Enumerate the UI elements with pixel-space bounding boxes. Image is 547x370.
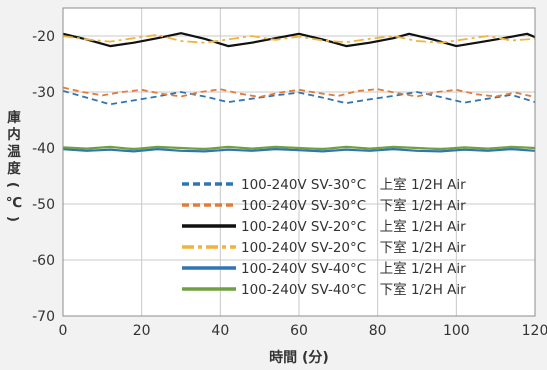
y-tick-label-0: -20 xyxy=(32,29,55,45)
series-line-2 xyxy=(62,32,536,48)
plot-border xyxy=(62,7,536,317)
x-tick-label-0: 0 xyxy=(59,323,68,339)
y-tick-label-4: -60 xyxy=(32,253,55,269)
x-axis-ticks: 0 20 40 60 80 100 120 xyxy=(59,323,547,339)
y-axis-label-char-6: ) xyxy=(5,216,21,222)
legend: 100-240V SV-30°C 上室 1/2H Air 100-240V SV-… xyxy=(182,176,466,298)
x-tick-label-5: 100 xyxy=(443,323,470,339)
x-tick-label-2: 40 xyxy=(211,323,229,339)
series-line-4 xyxy=(62,148,536,153)
x-axis-label: 時間 (分) xyxy=(269,349,329,366)
y-axis-label-char-4: ( xyxy=(5,182,21,188)
y-axis-label-char-5: ℃ xyxy=(6,195,22,211)
y-axis-label-char-1: 内 xyxy=(7,126,21,143)
legend-label-5: 100-240V SV-40°C 下室 1/2H Air xyxy=(241,281,466,298)
legend-label-3: 100-240V SV-20°C 下室 1/2H Air xyxy=(241,239,466,256)
y-tick-label-2: -40 xyxy=(32,141,55,157)
legend-label-2: 100-240V SV-20°C 上室 1/2H Air xyxy=(241,218,466,235)
y-tick-label-1: -30 xyxy=(32,85,55,101)
x-tick-label-1: 20 xyxy=(133,323,151,339)
y-axis-label-char-3: 度 xyxy=(7,160,21,177)
y-axis-label-char-2: 温 xyxy=(7,144,21,160)
y-tick-label-3: -50 xyxy=(32,197,55,213)
x-tick-label-6: 120 xyxy=(522,323,547,339)
legend-label-1: 100-240V SV-30°C 下室 1/2H Air xyxy=(241,197,466,214)
x-tick-label-3: 60 xyxy=(290,323,308,339)
legend-label-4: 100-240V SV-40°C 上室 1/2H Air xyxy=(241,260,466,277)
series-line-0 xyxy=(62,90,536,106)
x-tick-label-4: 80 xyxy=(369,323,387,339)
series-line-5 xyxy=(62,145,536,151)
y-tick-label-5: -70 xyxy=(32,309,55,325)
y-axis-ticks: -20 -30 -40 -50 -60 -70 xyxy=(32,29,55,325)
series-layer xyxy=(62,32,536,153)
series-line-3 xyxy=(62,34,536,44)
legend-label-0: 100-240V SV-30°C 上室 1/2H Air xyxy=(241,176,466,193)
y-axis-label-char-0: 庫 xyxy=(7,109,21,126)
